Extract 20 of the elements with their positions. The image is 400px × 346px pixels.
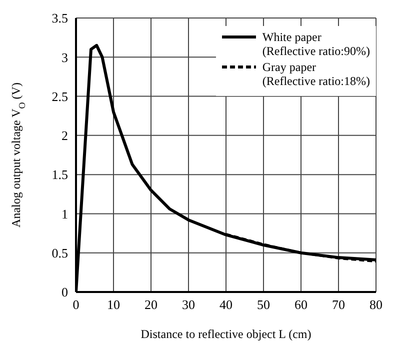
x-tick-label: 0 (72, 297, 80, 312)
x-axis-title: Distance to reflective object L (cm) (140, 327, 312, 341)
y-tick-label: 0.5 (52, 245, 68, 260)
x-tick-label: 10 (107, 297, 120, 312)
y-tick-label: 1 (62, 206, 68, 222)
x-tick-label: 20 (144, 297, 158, 312)
legend-label: White paper (Reflective ratio:90%) (262, 30, 370, 58)
y-tick-label: 3 (62, 50, 68, 65)
legend-label: Gray paper (Reflective ratio:18%) (262, 60, 370, 88)
y-tick-label: 3.5 (52, 10, 68, 26)
x-tick-label: 50 (257, 297, 270, 312)
x-tick-label: 70 (332, 297, 345, 312)
x-tick-label: 40 (220, 297, 232, 312)
y-tick-label: 0 (62, 284, 68, 300)
x-tick-label: 60 (294, 297, 308, 312)
x-tick-label: 30 (182, 297, 195, 312)
x-tick-label: 80 (370, 297, 382, 312)
y-tick-label: 2.5 (52, 88, 68, 104)
y-tick-label: 1.5 (52, 167, 68, 182)
y-tick-label: 2 (62, 128, 68, 144)
